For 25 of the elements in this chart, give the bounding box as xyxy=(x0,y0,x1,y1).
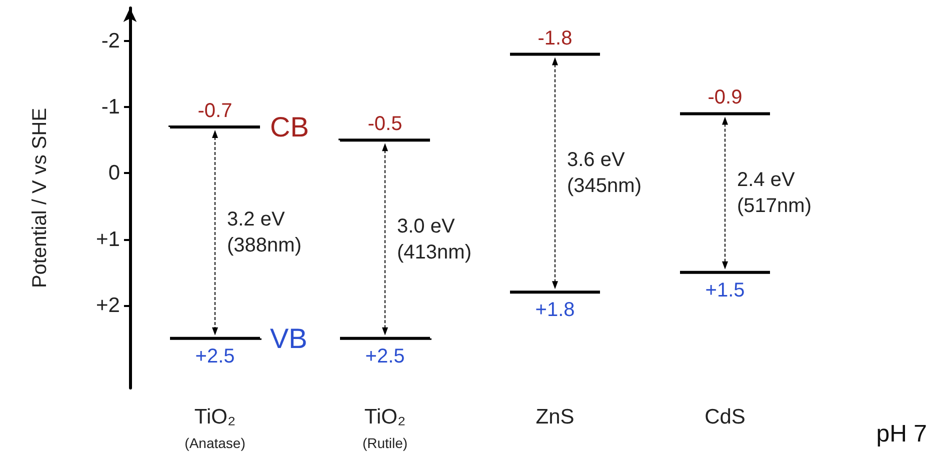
annotation: -0.5 xyxy=(368,113,402,136)
y-tick-label: -2 xyxy=(101,30,120,53)
annotation: +2.5 xyxy=(195,345,235,368)
annotation: -0.9 xyxy=(708,86,742,109)
annotation: CB xyxy=(270,111,309,142)
y-tick-label: +2 xyxy=(96,294,120,317)
x-tick-label: TiO₂ (Rutile) xyxy=(362,406,408,451)
x-tick-label: ZnS xyxy=(536,406,574,428)
annotation: +2.5 xyxy=(365,345,405,368)
x-tick-label: CdS xyxy=(704,406,746,428)
data-label: 3.2 eV (388nm) xyxy=(227,208,302,257)
annotation: -1.8 xyxy=(538,27,572,50)
x-tick-label: TiO₂ (Anatase) xyxy=(184,406,246,451)
annotation: VB xyxy=(270,322,308,354)
data-label: 3.6 eV (345nm) xyxy=(567,149,642,198)
y-tick-label: -1 xyxy=(101,96,120,119)
annotation: +1.8 xyxy=(535,299,575,322)
data-label: 2.4 eV (517nm) xyxy=(737,169,812,218)
data-label: 3.0 eV (413nm) xyxy=(397,215,472,264)
y-axis-title: Potential / V vs SHE xyxy=(29,108,51,288)
y-tick-label: +1 xyxy=(96,228,120,251)
y-tick-label: 0 xyxy=(108,162,120,185)
text: pH 7 xyxy=(876,420,928,448)
annotation: +1.5 xyxy=(705,279,745,302)
annotation: -0.7 xyxy=(198,100,232,122)
